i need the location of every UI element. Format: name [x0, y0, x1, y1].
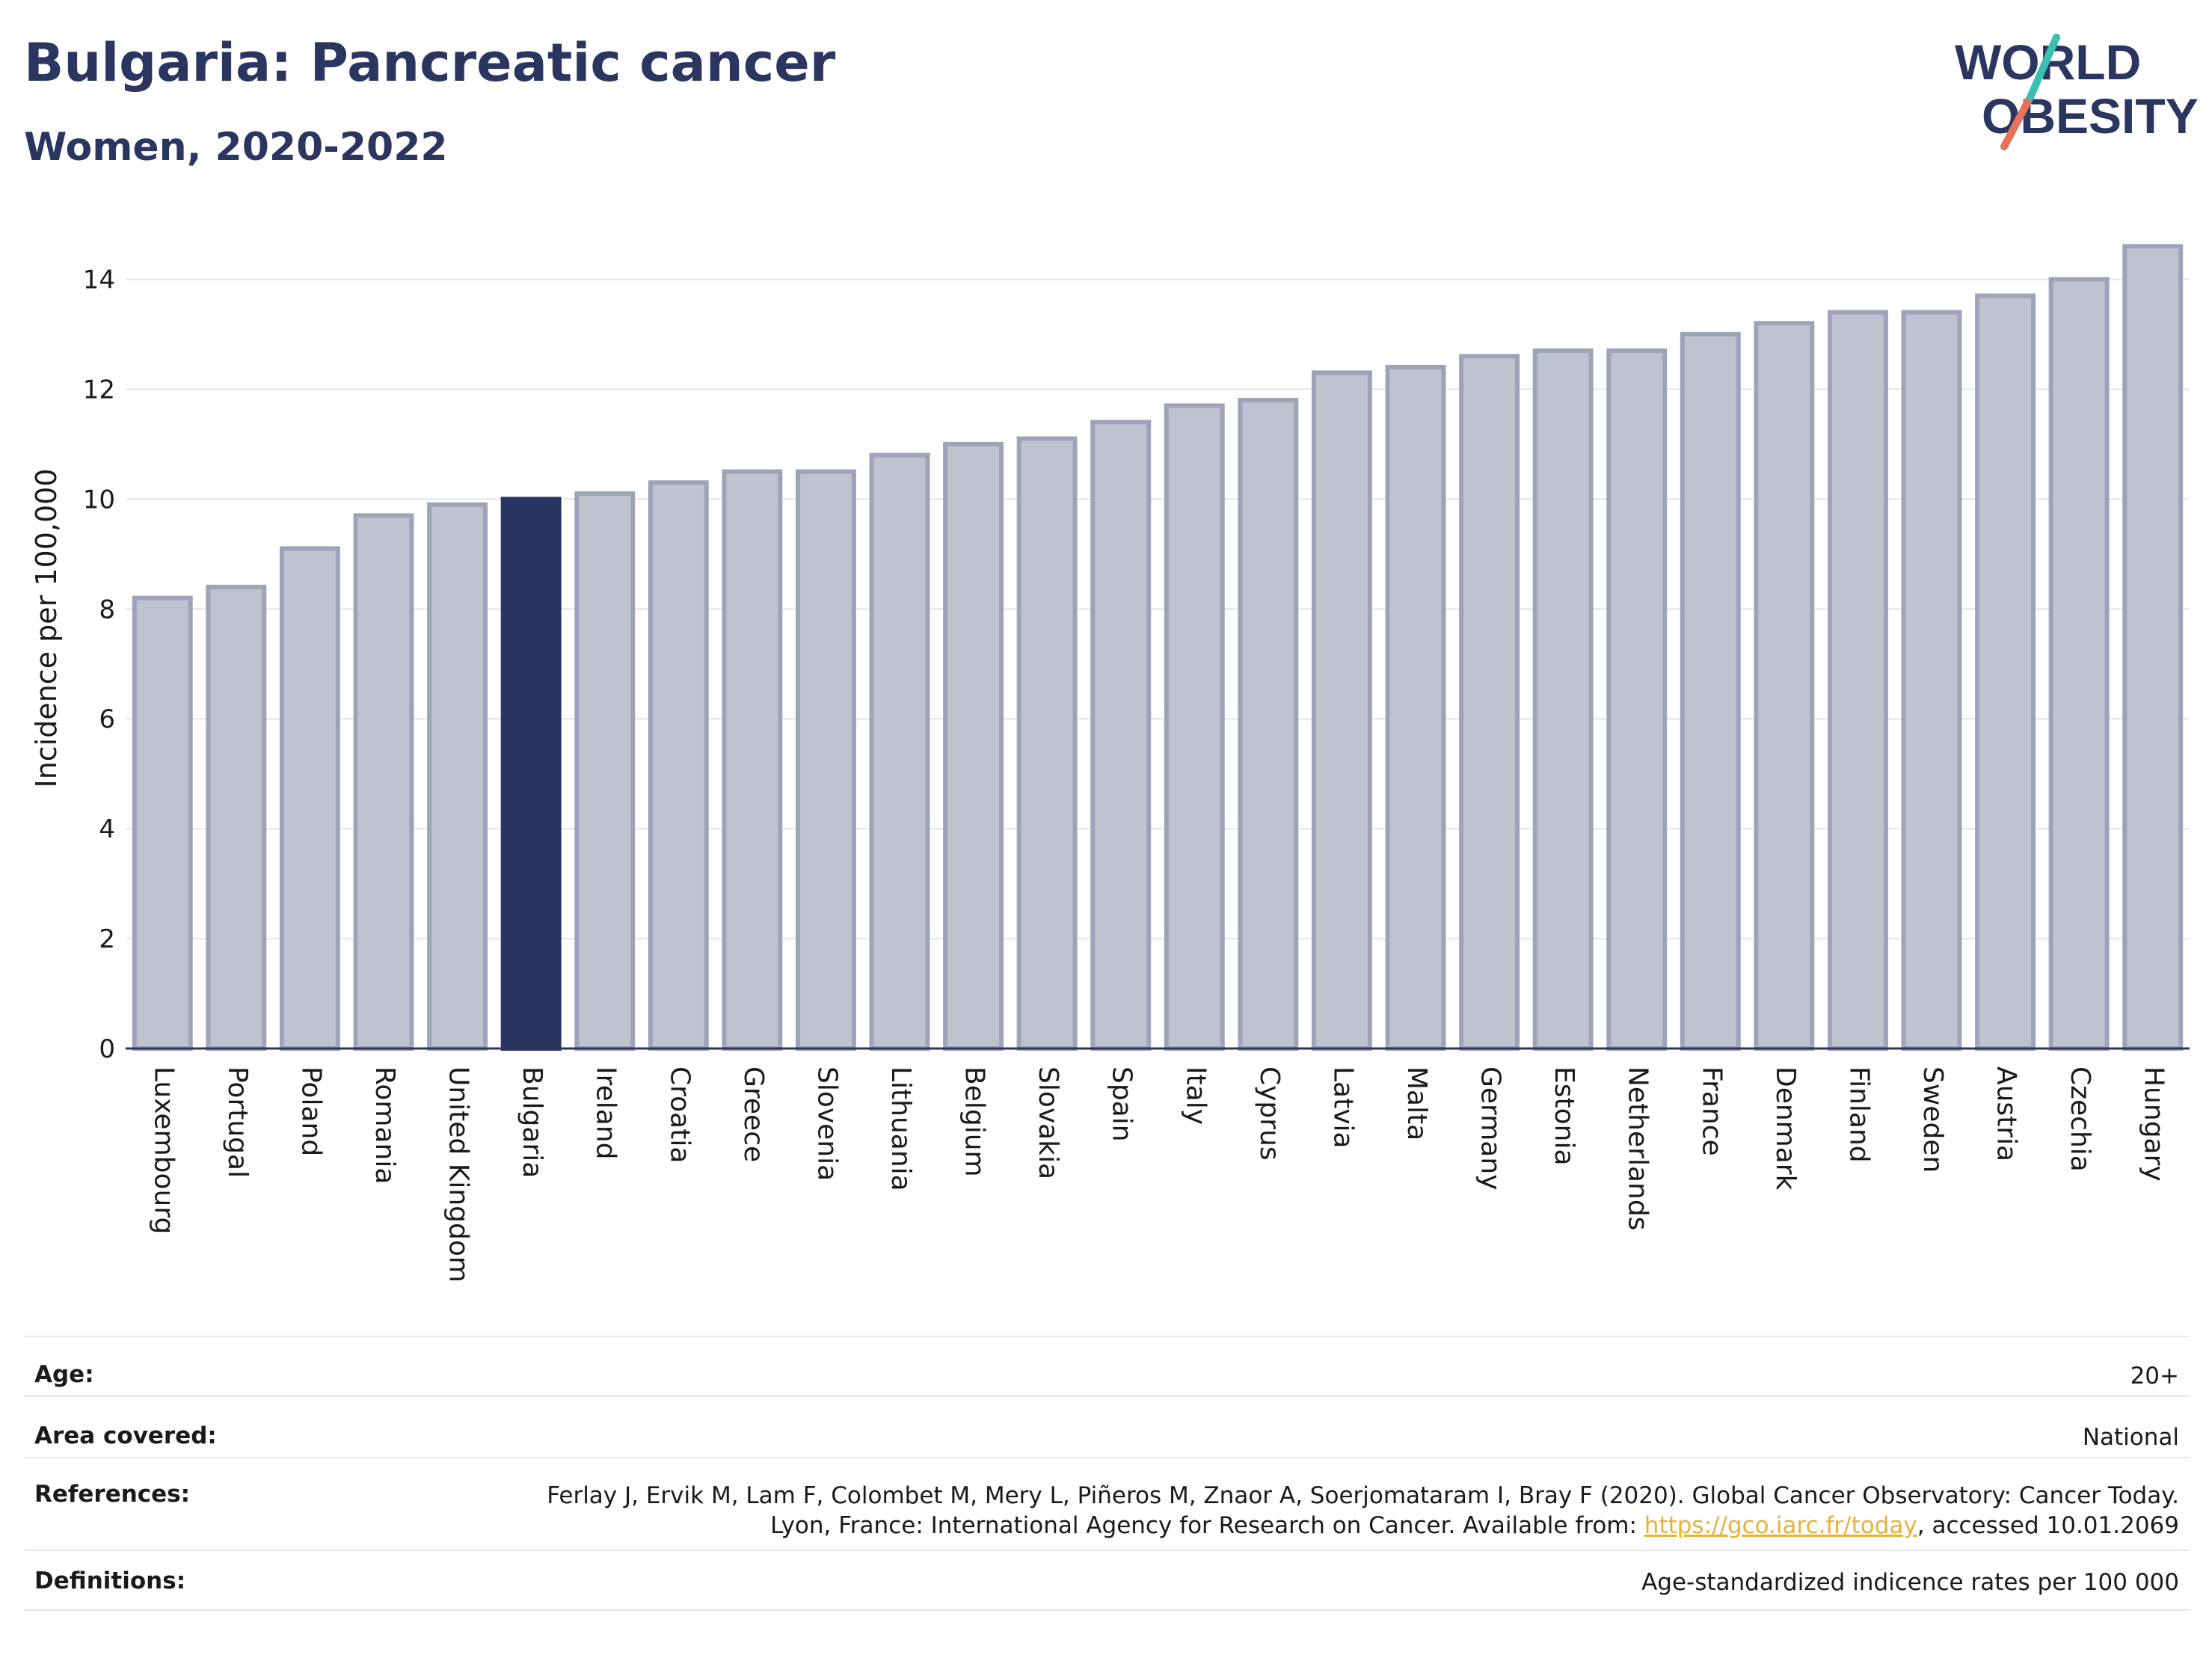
page-subtitle: Women, 2020-2022 — [24, 125, 448, 170]
bar-slovenia — [795, 469, 856, 1051]
x-tick-label: Greece — [738, 1066, 769, 1162]
bar-bulgaria — [500, 497, 562, 1051]
x-tick-label: Finland — [1843, 1066, 1874, 1163]
bar-france — [1680, 331, 1741, 1051]
metadata-table: Age: 20+ Area covered: National Referenc… — [24, 1336, 2190, 1611]
bar-portugal — [206, 584, 267, 1051]
meta-row-age: Age: 20+ — [24, 1336, 2190, 1395]
meta-references-value: Ferlay J, Ervik M, Lam F, Colombet M, Me… — [534, 1481, 2190, 1541]
x-tick-label: Germany — [1475, 1066, 1506, 1190]
y-tick-label: 4 — [99, 814, 115, 844]
bar-cyprus — [1238, 398, 1299, 1051]
meta-age-value: 20+ — [2130, 1363, 2179, 1390]
bar-lithuania — [869, 452, 930, 1051]
reference-accessed: , accessed 10.01.2069 — [1917, 1512, 2179, 1539]
bar-poland — [279, 546, 340, 1051]
page-title: Bulgaria: Pancreatic cancer — [24, 32, 836, 93]
y-tick-labels: 0 2 4 6 8 10 12 14 — [83, 265, 115, 1064]
bar-netherlands — [1606, 348, 1668, 1051]
bar-finland — [1827, 310, 1888, 1051]
bar-latvia — [1311, 370, 1372, 1051]
bar-spain — [1090, 420, 1152, 1051]
bar-denmark — [1754, 321, 1815, 1051]
bar-united-kingdom — [427, 502, 488, 1051]
reference-link[interactable]: https://gco.iarc.fr/today — [1644, 1512, 1917, 1539]
bar-germany — [1459, 354, 1520, 1051]
x-tick-label: Spain — [1107, 1066, 1137, 1142]
bar-luxembourg — [132, 595, 193, 1051]
x-tick-label: Poland — [295, 1066, 326, 1156]
bar-estonia — [1532, 348, 1594, 1051]
x-tick-label: Denmark — [1770, 1066, 1801, 1191]
meta-references-label: References: — [34, 1481, 191, 1508]
y-axis-label: Incidence per 100,000 — [30, 468, 63, 788]
x-tick-label: Ireland — [591, 1066, 621, 1160]
bar-italy — [1164, 403, 1225, 1051]
bar-hungary — [2122, 244, 2184, 1051]
bar-czechia — [2048, 277, 2110, 1051]
y-tick-label: 8 — [99, 595, 115, 624]
bar-croatia — [648, 480, 709, 1051]
bar-greece — [722, 469, 783, 1051]
meta-area-label: Area covered: — [34, 1422, 217, 1449]
world-obesity-logo: WORLD OBESITY — [1955, 34, 2199, 150]
bar-sweden — [1901, 310, 1962, 1051]
y-tick-label: 10 — [83, 485, 115, 515]
bar-belgium — [943, 441, 1004, 1051]
x-tick-label: Hungary — [2139, 1066, 2169, 1182]
x-tick-label: Estonia — [1549, 1066, 1579, 1166]
x-tick-label: Czechia — [2065, 1066, 2095, 1172]
bar-austria — [1975, 293, 2036, 1051]
bar-chart: 0 2 4 6 8 10 12 14 Luxembourg Portugal Poland Roma… — [83, 244, 2190, 1283]
meta-area-value: National — [2082, 1424, 2179, 1451]
bar-ireland — [574, 491, 636, 1051]
x-tick-label: Slovakia — [1033, 1066, 1063, 1179]
x-tick-label: Cyprus — [1254, 1066, 1285, 1161]
x-tick-label: Italy — [1180, 1066, 1211, 1125]
y-tick-label: 0 — [99, 1034, 115, 1064]
x-tick-label: Belgium — [959, 1066, 990, 1177]
logo-slash-teal — [2027, 34, 2060, 101]
y-tick-label: 14 — [83, 265, 115, 295]
x-tick-label: France — [1696, 1066, 1727, 1156]
y-tick-label: 12 — [83, 375, 115, 405]
bar-slovakia — [1016, 436, 1078, 1051]
bar-romania — [353, 513, 414, 1051]
x-tick-label: Portugal — [222, 1066, 253, 1178]
x-tick-label: Bulgaria — [517, 1066, 547, 1178]
reference-text: Ferlay J, Ervik M, Lam F, Colombet M, Me… — [547, 1482, 2179, 1539]
bars — [132, 244, 2184, 1051]
bar-malta — [1385, 365, 1446, 1051]
x-tick-label: Malta — [1401, 1066, 1432, 1140]
meta-definitions-value: Age-standardized indicence rates per 100… — [1641, 1569, 2179, 1596]
logo-slash-coral — [2000, 93, 2034, 150]
meta-row-references: References: Ferlay J, Ervik M, Lam F, Co… — [24, 1457, 2190, 1550]
x-tick-label: Latvia — [1327, 1066, 1358, 1149]
x-tick-label: United Kingdom — [443, 1066, 474, 1283]
x-tick-label: Sweden — [1917, 1066, 1948, 1173]
x-tick-label: Luxembourg — [148, 1066, 179, 1234]
x-tick-label: Austria — [1991, 1066, 2022, 1161]
x-tick-label: Slovenia — [811, 1066, 842, 1181]
meta-row-area: Area covered: National — [24, 1395, 2190, 1457]
x-tick-label: Lithuania — [885, 1066, 916, 1191]
y-tick-label: 2 — [99, 924, 115, 954]
y-tick-label: 6 — [99, 704, 115, 734]
x-tick-label: Romania — [369, 1066, 400, 1184]
x-tick-label: Croatia — [664, 1066, 695, 1163]
x-tick-labels: Luxembourg Portugal Poland Romania United Ki… — [148, 1066, 2169, 1283]
x-tick-label: Netherlands — [1623, 1066, 1653, 1230]
meta-definitions-label: Definitions: — [34, 1568, 186, 1594]
meta-age-label: Age: — [34, 1361, 94, 1388]
meta-row-definitions: Definitions: Age-standardized indicence … — [24, 1550, 2190, 1611]
